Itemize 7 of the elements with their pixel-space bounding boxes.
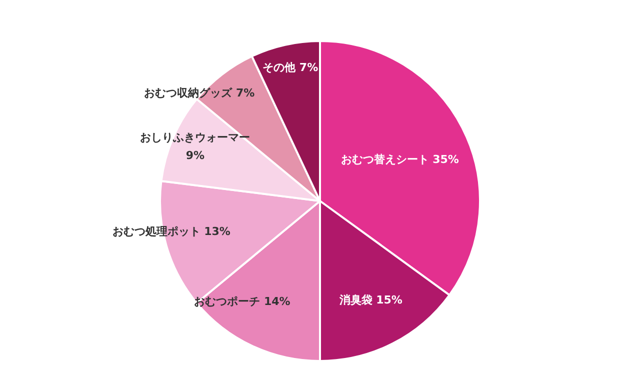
slice-label: おむつ替えシート 35% [340, 153, 459, 166]
data-label: 9% [186, 148, 205, 162]
slice-label: おむつポーチ 14% [194, 295, 290, 308]
slice-label: おむつ処理ポット 13% [112, 225, 230, 238]
slice-label: 消臭袋 15% [338, 294, 402, 307]
slice-label: その他 7% [262, 61, 318, 74]
slice-label: おしりふきウォーマー [140, 130, 250, 144]
